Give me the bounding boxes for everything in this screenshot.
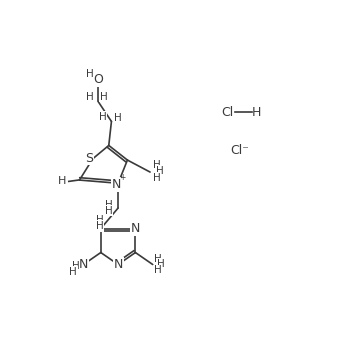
Text: H: H xyxy=(153,160,161,170)
Text: H: H xyxy=(154,265,161,275)
Text: O: O xyxy=(93,73,103,86)
Text: H: H xyxy=(96,215,103,225)
Text: N: N xyxy=(79,258,88,271)
Text: ’: ’ xyxy=(119,176,122,186)
Text: H: H xyxy=(96,221,103,231)
Text: H: H xyxy=(105,206,113,216)
Text: +: + xyxy=(119,173,126,182)
Text: H: H xyxy=(86,69,93,79)
Text: S: S xyxy=(85,152,93,165)
Text: H: H xyxy=(99,112,106,122)
Text: H: H xyxy=(69,267,77,277)
Text: H: H xyxy=(72,261,79,271)
Text: H: H xyxy=(156,166,164,176)
Text: Cl⁻: Cl⁻ xyxy=(230,144,249,157)
Text: H: H xyxy=(86,92,93,102)
Text: Cl: Cl xyxy=(221,106,233,119)
Text: N: N xyxy=(111,178,121,191)
Text: N: N xyxy=(131,222,140,235)
Text: N: N xyxy=(111,178,121,191)
Text: H: H xyxy=(105,200,113,210)
Text: H: H xyxy=(153,173,161,183)
Text: H: H xyxy=(154,254,161,264)
Text: H: H xyxy=(252,106,261,119)
Text: H: H xyxy=(58,176,66,186)
Text: N: N xyxy=(113,258,123,271)
Text: H: H xyxy=(114,113,122,123)
Text: H: H xyxy=(100,92,108,102)
Text: H: H xyxy=(157,259,164,269)
